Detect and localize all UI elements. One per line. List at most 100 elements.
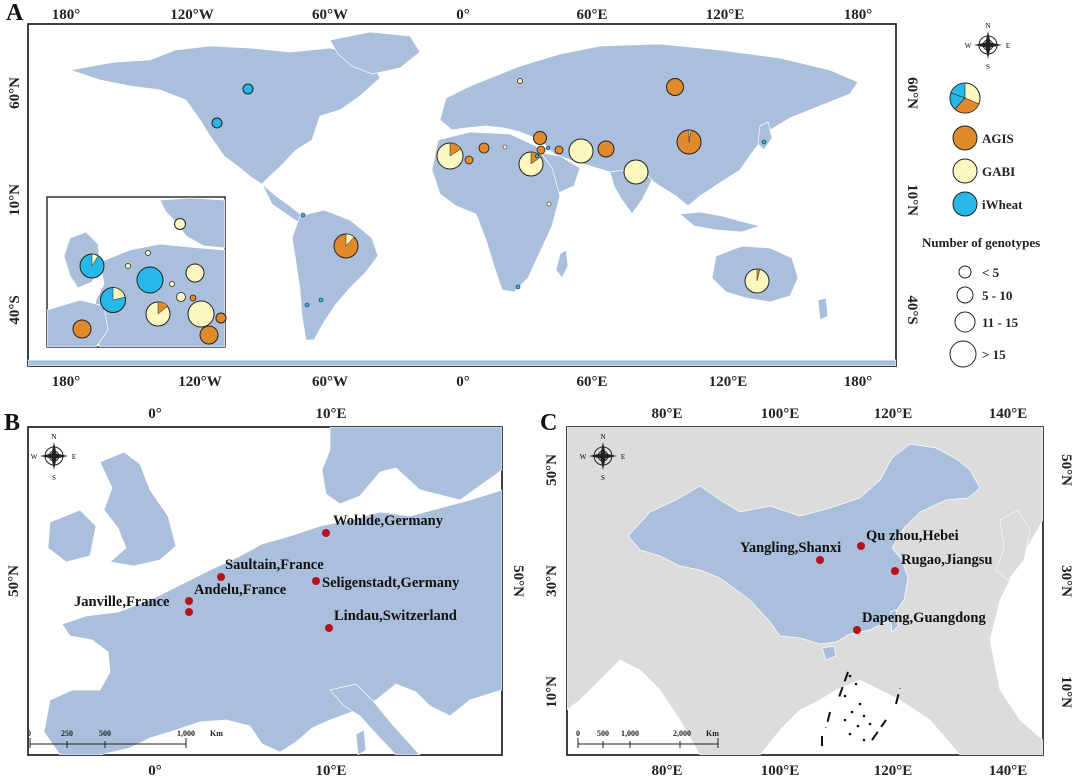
site-label: Yangling,Shanxi [740, 540, 841, 556]
site-marker[interactable] [853, 626, 861, 634]
genotype-marker[interactable] [176, 292, 186, 302]
panel-b-label: B [4, 410, 20, 436]
bottom-tick-label: 180° [844, 374, 873, 390]
genotype-marker[interactable] [304, 302, 310, 308]
legend: AGIS GABI iWheat Number of genotypes < 5… [922, 82, 1040, 368]
c-japan [995, 509, 1031, 581]
site-marker[interactable] [325, 624, 333, 632]
site-marker[interactable] [312, 577, 320, 585]
genotype-marker[interactable] [189, 294, 197, 302]
scale-label: 0 [27, 729, 31, 738]
genotype-marker[interactable] [199, 325, 219, 345]
compass-s: S [986, 63, 990, 71]
genotype-marker[interactable] [215, 312, 227, 324]
compass-n: N [600, 433, 605, 441]
genotype-marker[interactable] [534, 153, 540, 159]
top-tick-label: 80°E [651, 406, 682, 422]
genotype-marker[interactable] [478, 142, 490, 154]
panel-c: C Qu zhou,Hebei [540, 406, 1074, 779]
bottom-tick-label: 0° [148, 763, 162, 779]
antarctica [28, 359, 896, 366]
panel-a-label: A [6, 0, 24, 26]
genotype-marker[interactable] [502, 144, 508, 150]
b-italy [329, 683, 421, 755]
genotype-marker[interactable] [169, 281, 175, 287]
site-label: Seligenstadt,Germany [322, 575, 460, 591]
right-tick-label: 40°S [904, 295, 920, 324]
legend-swatch-agis [952, 125, 978, 151]
genotype-marker[interactable] [517, 78, 523, 84]
genotype-marker[interactable] [666, 78, 684, 96]
genotype-marker[interactable] [174, 218, 186, 230]
site-marker[interactable] [185, 597, 193, 605]
genotype-marker[interactable] [136, 266, 164, 294]
genotype-marker[interactable] [300, 212, 306, 218]
genotype-marker[interactable] [761, 139, 767, 145]
genotype-pie-slice [756, 268, 761, 282]
scale-label: 0 [576, 729, 580, 738]
compass-e: E [621, 453, 625, 461]
genotype-marker[interactable] [545, 145, 551, 151]
genotype-marker[interactable] [536, 145, 546, 155]
left-tick-label: 10°N [7, 184, 23, 216]
b-corsica [355, 729, 367, 755]
top-tick-label: 140°E [989, 406, 1028, 422]
genotype-marker[interactable] [125, 263, 131, 269]
site-marker[interactable] [217, 573, 225, 581]
genotype-marker[interactable] [554, 145, 564, 155]
genotype-marker[interactable] [185, 263, 205, 283]
compass-n: N [51, 433, 56, 441]
legend-size-swatch [949, 340, 977, 368]
site-marker[interactable] [857, 542, 865, 550]
scale-unit: Km [210, 729, 223, 738]
indonesia [679, 211, 762, 233]
site-marker[interactable] [816, 556, 824, 564]
b-sites: Wohlde,Germany Saultain,France Andelu,Fr… [74, 513, 460, 632]
right-tick-label: 50°N [1058, 454, 1074, 486]
left-tick-label: 50°N [544, 454, 560, 486]
site-label: Saultain,France [225, 557, 324, 573]
genotype-marker[interactable] [187, 300, 215, 328]
scale-label: 1,000 [177, 729, 195, 738]
bottom-tick-label: 80°E [651, 763, 682, 779]
genotype-marker[interactable] [546, 201, 552, 207]
genotype-marker[interactable] [533, 131, 547, 145]
genotype-marker[interactable] [464, 155, 474, 165]
top-tick-label: 0° [456, 7, 470, 23]
inset-scandinavia [159, 197, 225, 249]
c-china [627, 443, 981, 645]
genotype-marker[interactable] [242, 83, 254, 95]
genotype-marker[interactable] [72, 319, 92, 339]
site-marker[interactable] [891, 567, 899, 575]
site-label: Lindau,Switzerland [334, 608, 457, 624]
north-america [69, 45, 381, 185]
top-tick-label: 0° [148, 406, 162, 422]
legend-size-swatch [958, 265, 972, 279]
genotype-marker[interactable] [597, 140, 615, 158]
world-landmass [28, 31, 896, 366]
genotype-marker[interactable] [211, 117, 223, 129]
bottom-tick-label: 10°E [315, 763, 346, 779]
genotype-pie-slice [449, 142, 462, 157]
legend-size-title: Number of genotypes [922, 235, 1040, 250]
site-marker[interactable] [322, 529, 330, 537]
site-label: Dapeng,Guangdong [862, 610, 986, 626]
c-hainan [821, 645, 837, 661]
genotype-marker[interactable] [515, 284, 521, 290]
genotype-marker[interactable] [145, 250, 151, 256]
compass-rose-icon: N S E W [31, 433, 76, 482]
genotype-marker[interactable] [568, 138, 594, 164]
legend-label-iwheat: iWheat [982, 197, 1023, 212]
genotype-marker[interactable] [623, 159, 649, 185]
genotype-pie-slice [112, 287, 126, 301]
bottom-tick-label: 180° [52, 374, 81, 390]
bottom-tick-label: 60°E [576, 374, 607, 390]
bottom-tick-label: 120°E [709, 374, 748, 390]
right-tick-label: 30°N [1058, 565, 1074, 597]
legend-label-agis: AGIS [982, 131, 1014, 146]
compass-e: E [1006, 42, 1010, 50]
right-tick-label: 60°N [904, 77, 920, 109]
site-marker[interactable] [185, 608, 193, 616]
bottom-tick-label: 120°E [874, 763, 913, 779]
genotype-marker[interactable] [318, 297, 324, 303]
